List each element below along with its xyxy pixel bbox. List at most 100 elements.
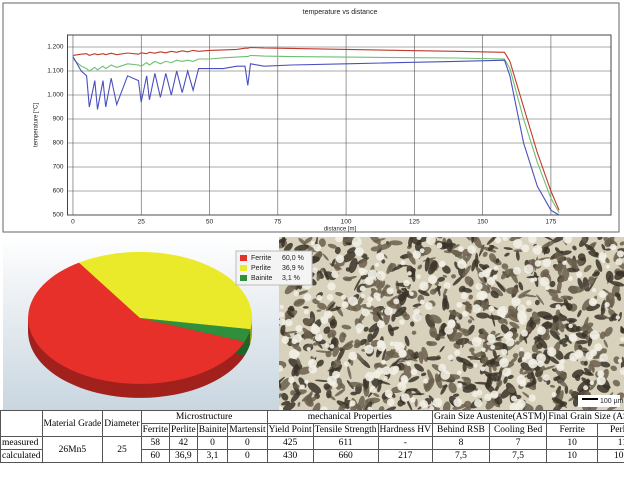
header: Final Grain Size (ASTM) <box>547 411 624 424</box>
cell: 3,1 <box>197 450 227 463</box>
grain <box>617 250 624 257</box>
figure: temperature vs distance distance [m] tem… <box>0 0 624 477</box>
grain <box>289 349 299 359</box>
grain <box>389 366 398 375</box>
grain <box>381 360 386 365</box>
grain <box>556 363 564 371</box>
grain <box>377 320 385 328</box>
cell: 7 <box>489 437 546 450</box>
grain <box>361 294 366 299</box>
grain <box>462 311 468 317</box>
grain <box>519 347 523 351</box>
grain <box>367 296 373 302</box>
grain <box>568 276 573 281</box>
grain <box>420 299 425 304</box>
grain <box>426 235 436 245</box>
grain <box>601 259 605 263</box>
grain <box>416 274 421 279</box>
grain <box>476 390 482 396</box>
header: mechanical Properties <box>267 411 432 424</box>
grain <box>369 386 376 393</box>
grain <box>495 237 501 243</box>
grain <box>288 377 295 384</box>
grain <box>327 282 335 290</box>
legend-label: Bainite <box>251 275 273 282</box>
grain <box>344 361 350 367</box>
grain <box>335 234 343 242</box>
grain <box>285 319 292 326</box>
sub-header: Yield Point <box>267 424 313 437</box>
grain <box>313 244 321 252</box>
grain <box>517 375 526 384</box>
grain <box>331 271 338 278</box>
grain <box>616 315 620 319</box>
grain <box>316 295 322 301</box>
grain <box>352 237 362 247</box>
grain <box>428 275 437 284</box>
grain <box>410 397 416 403</box>
sub-header: Bainite <box>197 424 227 437</box>
grain <box>385 390 393 398</box>
chart-title: temperature vs distance <box>303 9 378 16</box>
grain <box>368 270 378 280</box>
grain <box>362 309 370 317</box>
grain <box>457 370 461 374</box>
y-tick-label: 600 <box>53 188 64 195</box>
grain <box>293 334 302 343</box>
cell: 58 <box>141 437 169 450</box>
legend-value: 3,1 % <box>282 275 300 282</box>
grain <box>540 277 550 287</box>
grain <box>606 265 610 269</box>
y-axis-label: temperature [°C] <box>34 103 40 147</box>
grain <box>616 258 623 265</box>
micrograph <box>273 232 624 410</box>
grain <box>502 368 511 377</box>
cell: 660 <box>313 450 378 463</box>
scale-label: 100 µm <box>600 398 624 405</box>
x-tick-label: 125 <box>409 219 420 226</box>
grain <box>488 306 494 312</box>
grain <box>307 347 311 351</box>
grain <box>401 375 408 382</box>
grain <box>589 298 597 306</box>
grain <box>528 235 536 243</box>
charts: temperature vs distance distance [m] tem… <box>0 0 624 410</box>
grain <box>618 359 622 363</box>
grain <box>543 315 555 320</box>
grain <box>366 302 371 307</box>
grain <box>521 330 528 337</box>
legend-swatch <box>240 255 247 261</box>
cell: 0 <box>197 437 227 450</box>
grain <box>280 305 284 309</box>
grain <box>376 271 385 280</box>
row-label: calculated <box>1 450 43 463</box>
grain <box>393 298 399 304</box>
grain <box>399 319 405 325</box>
grain <box>481 297 485 301</box>
y-tick-label: 1.100 <box>47 68 64 75</box>
grain <box>513 239 522 248</box>
grain <box>336 255 344 263</box>
sub-header: Perlite <box>169 424 197 437</box>
grain <box>409 292 413 296</box>
legend-label: Perlite <box>251 265 271 272</box>
grain <box>456 302 462 308</box>
grain <box>555 304 560 309</box>
grain <box>333 382 338 387</box>
grain <box>360 286 366 292</box>
x-tick-label: 50 <box>206 219 214 226</box>
grain <box>472 304 481 313</box>
grain <box>569 352 578 361</box>
grain <box>511 297 520 306</box>
sub-header: Perlite <box>597 424 624 437</box>
grain <box>522 357 527 362</box>
grain <box>448 355 454 361</box>
grain <box>356 323 364 331</box>
grain <box>592 288 596 292</box>
corner <box>1 411 43 437</box>
sub-header: Ferrite <box>141 424 169 437</box>
grain <box>542 258 551 267</box>
grain <box>311 324 317 330</box>
grain <box>355 247 364 256</box>
cell: 36,9 <box>169 450 197 463</box>
